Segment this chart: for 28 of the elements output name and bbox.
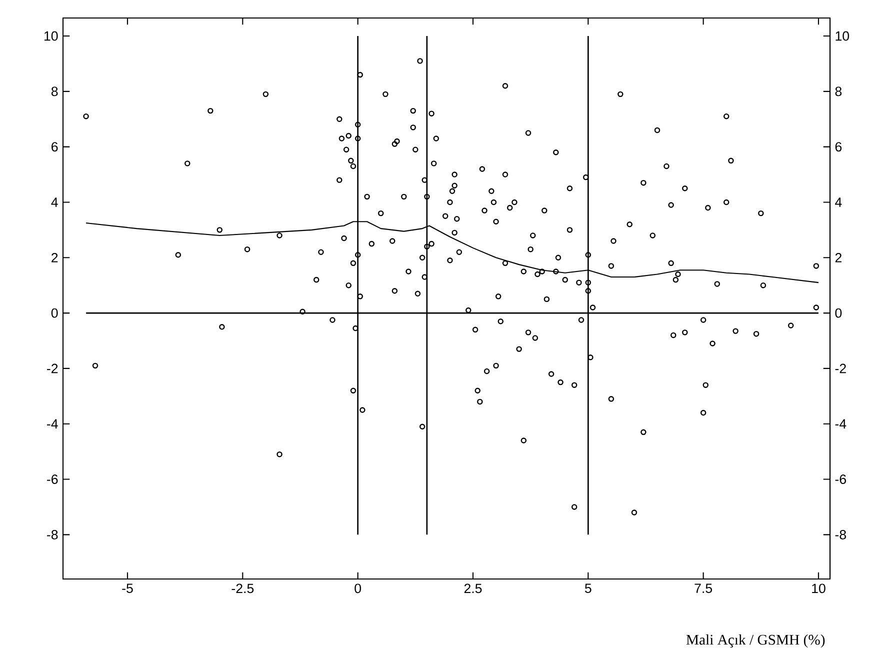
y-tick-label: 2: [835, 252, 842, 262]
y2-tick-label: 10: [44, 31, 58, 41]
y-tick-label: -2: [835, 364, 846, 374]
x-tick-label: 5: [584, 584, 592, 594]
y2-tick-label: 6: [52, 142, 58, 152]
y-tick-label: 0: [835, 308, 842, 318]
y-tick-label: -6: [835, 474, 846, 484]
y-tick-label: 4: [835, 198, 842, 207]
x-tick-label: 2.5: [464, 584, 482, 594]
x-tick-label: 0: [354, 584, 362, 594]
y-tick-label: 6: [835, 142, 842, 152]
y2-tick-label: 0: [51, 308, 58, 318]
x-tick-label: -2.5: [232, 584, 254, 594]
x-tick-label: 7.5: [694, 584, 712, 594]
y2-tick-label: 4: [51, 198, 58, 207]
y-tick-label: -4: [835, 419, 846, 428]
y-tick-label: -8: [835, 530, 846, 540]
y2-tick-label: -8: [47, 530, 58, 540]
x-tick-label: -5: [122, 584, 133, 594]
y2-tick-label: 8: [51, 86, 58, 96]
x-axis-title: Mali Açık / GSMH (%): [686, 634, 825, 648]
y-tick-label: 8: [835, 86, 842, 96]
y2-tick-label: -2: [47, 364, 58, 374]
y-tick-label: 10: [836, 31, 850, 41]
y2-tick-label: 2: [52, 252, 58, 262]
x-tick-label: 10: [812, 584, 826, 594]
y2-tick-label: -6: [47, 474, 58, 484]
y2-tick-label: -4: [47, 419, 58, 428]
